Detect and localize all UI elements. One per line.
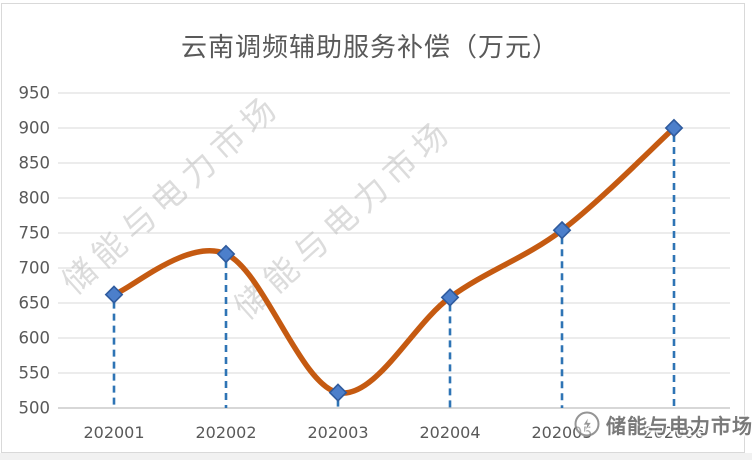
data-point-marker bbox=[216, 244, 236, 264]
brand-logo-icon bbox=[574, 411, 600, 437]
chart-title: 云南调频辅助服务补偿（万元） bbox=[180, 33, 559, 63]
x-axis-tick-label: 202003 bbox=[307, 423, 368, 442]
data-point-marker bbox=[552, 220, 572, 240]
y-axis-tick-label: 850 bbox=[19, 154, 51, 173]
bottom-strip bbox=[0, 453, 752, 460]
x-axis-tick-label: 202001 bbox=[83, 423, 144, 442]
x-axis-tick-label: 202005 bbox=[531, 423, 592, 442]
brand-watermark: 储能与电力市场 bbox=[573, 409, 752, 439]
diagonal-watermark-text: 储能与电力市场 bbox=[54, 86, 288, 302]
x-axis-tick-label: 202004 bbox=[419, 423, 480, 442]
brand-logo-text: 储能与电力市场 bbox=[606, 413, 752, 438]
y-axis-tick-label: 750 bbox=[19, 224, 51, 243]
data-point-marker bbox=[104, 285, 124, 304]
y-axis-tick-label: 600 bbox=[19, 329, 51, 348]
data-point-marker bbox=[328, 383, 348, 402]
y-axis-tick-label: 700 bbox=[19, 259, 51, 278]
x-axis-tick-label: 202002 bbox=[195, 423, 256, 442]
data-point-marker bbox=[664, 118, 684, 138]
y-axis-tick-label: 650 bbox=[19, 294, 51, 313]
y-axis-tick-label: 550 bbox=[19, 364, 51, 383]
y-axis-tick-label: 900 bbox=[19, 119, 51, 138]
y-axis-tick-label: 800 bbox=[19, 189, 51, 208]
x-axis-tick-label: 202006 bbox=[643, 423, 704, 442]
y-axis-tick-label: 950 bbox=[19, 84, 51, 103]
data-point-marker bbox=[440, 288, 460, 307]
y-axis-tick-label: 500 bbox=[19, 399, 51, 418]
